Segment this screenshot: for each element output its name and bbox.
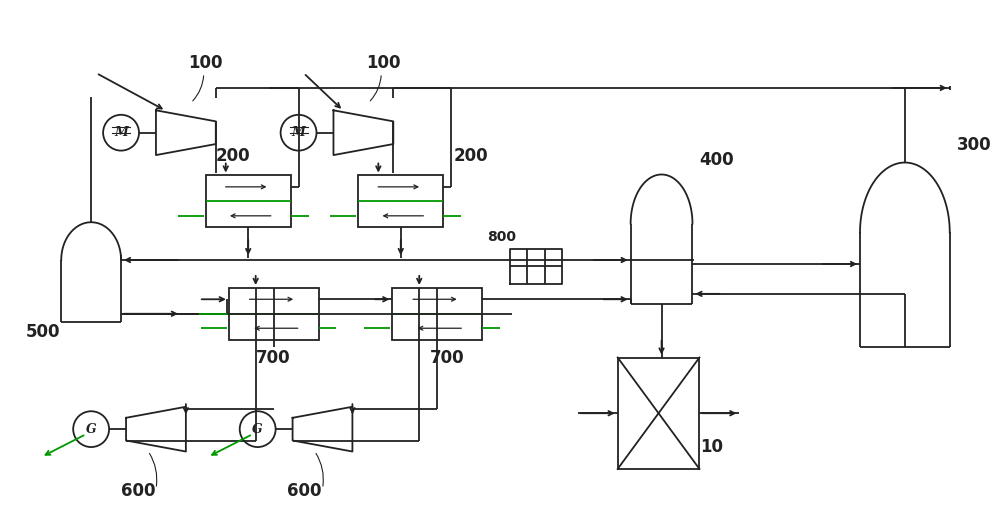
Text: G: G — [86, 422, 96, 436]
Text: M: M — [292, 126, 305, 139]
Text: M: M — [114, 126, 128, 139]
Text: 600: 600 — [287, 482, 322, 500]
Bar — [229, 288, 319, 339]
Text: 700: 700 — [430, 348, 464, 367]
Bar — [392, 288, 482, 339]
Bar — [206, 176, 291, 227]
Text: 10: 10 — [700, 438, 723, 456]
Text: 100: 100 — [189, 54, 223, 72]
Text: 800: 800 — [487, 230, 516, 244]
Text: 200: 200 — [454, 147, 488, 164]
Text: 700: 700 — [256, 348, 291, 367]
Text: 600: 600 — [121, 482, 155, 500]
Text: 300: 300 — [957, 136, 992, 154]
Text: 400: 400 — [699, 151, 734, 169]
Text: 200: 200 — [216, 147, 251, 164]
Text: 100: 100 — [366, 54, 401, 72]
Text: G: G — [252, 422, 263, 436]
Bar — [358, 176, 443, 227]
Text: 500: 500 — [26, 322, 61, 340]
